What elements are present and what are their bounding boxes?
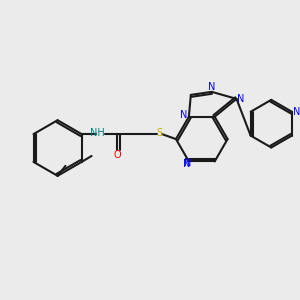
Text: N: N	[183, 159, 190, 170]
Text: N: N	[293, 107, 300, 117]
Text: N: N	[208, 82, 215, 92]
Text: N: N	[184, 158, 192, 168]
Text: NH: NH	[90, 128, 105, 138]
Text: N: N	[180, 110, 188, 120]
Text: O: O	[114, 150, 121, 160]
Text: N: N	[237, 94, 244, 104]
Text: S: S	[156, 128, 162, 138]
